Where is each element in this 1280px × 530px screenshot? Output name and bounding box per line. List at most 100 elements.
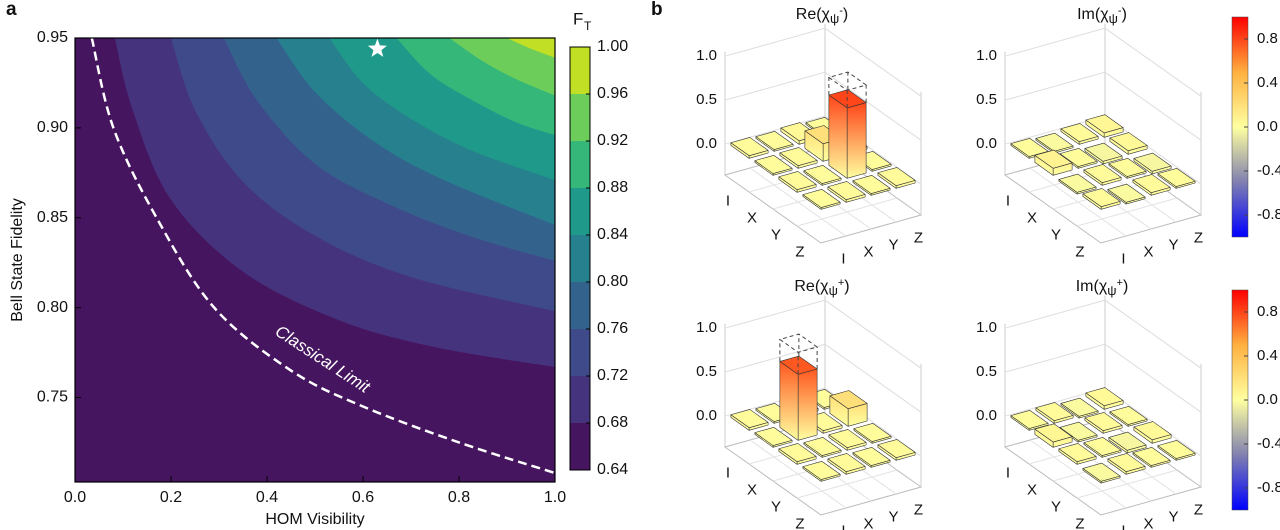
row-label: I <box>726 192 730 209</box>
x-tick-label: 0.4 <box>256 489 278 506</box>
bar-top <box>1010 410 1049 429</box>
bar-top <box>1082 188 1121 207</box>
colorbar-band <box>570 47 590 94</box>
bar-top <box>1084 142 1123 162</box>
bar <box>778 443 817 465</box>
colorbar-tick-label: 0.4 <box>1257 74 1278 91</box>
title-end: ) <box>1123 278 1128 295</box>
bar-top <box>730 137 769 156</box>
title-main: Im(χ <box>1077 6 1109 23</box>
col-label: Z <box>1194 229 1203 246</box>
bar <box>778 171 817 193</box>
bar <box>1107 453 1146 475</box>
bar <box>1133 152 1172 175</box>
bar-top <box>1060 123 1099 142</box>
floor-grid <box>796 469 898 499</box>
z-grid-line <box>724 115 922 185</box>
y-tick-label: 0.90 <box>37 119 68 136</box>
title-sub: ψ <box>1107 283 1116 298</box>
title-sup: + <box>1117 277 1123 289</box>
bar-top <box>852 447 891 466</box>
row-label: Y <box>1051 226 1061 243</box>
colorbar-band <box>570 188 590 235</box>
panel-label: b <box>651 0 663 20</box>
bar <box>1109 132 1148 155</box>
bar-top <box>852 175 891 194</box>
bar-top <box>730 409 769 428</box>
row-label: Z <box>795 243 804 260</box>
bar <box>877 439 916 461</box>
colorbar-tick-label: 0.88 <box>597 179 628 196</box>
colorbar-tick-label: 0.72 <box>597 367 628 384</box>
colorbar-label: F <box>573 9 583 28</box>
z-grid-line <box>724 387 922 457</box>
row-label: X <box>1027 209 1037 226</box>
bar-top <box>1133 421 1172 441</box>
row-label: Y <box>771 498 781 515</box>
col-label: Z <box>914 229 923 246</box>
bar <box>1060 123 1099 145</box>
title-main: Re(χ <box>794 278 829 295</box>
bar-top <box>1109 406 1148 425</box>
bar <box>779 147 818 169</box>
z-tick-label: 0.5 <box>696 91 717 108</box>
title-sub: ψ <box>1109 11 1118 26</box>
bar-top <box>1034 423 1073 443</box>
colorbar-tick-label: 0.80 <box>597 273 628 290</box>
z-grid-line <box>1004 343 1202 413</box>
bar <box>1108 158 1147 179</box>
subplot-title: Re(χψ-) <box>796 5 848 27</box>
y-tick-label: 0.95 <box>37 29 68 46</box>
floor-grid <box>1076 197 1178 227</box>
bar <box>1109 406 1148 427</box>
bar <box>1084 142 1123 165</box>
bar <box>1085 114 1124 138</box>
bar-top <box>853 423 892 442</box>
bar <box>1083 437 1122 458</box>
bar <box>802 461 841 482</box>
bar <box>1132 174 1171 196</box>
z-tick-label: 0.0 <box>976 135 997 152</box>
bar <box>803 165 842 186</box>
z-grid-line <box>724 27 922 97</box>
col-label: Z <box>914 501 923 518</box>
z-tick-label: 0.0 <box>696 135 717 152</box>
bar-top <box>1059 148 1098 167</box>
bar <box>1035 402 1074 424</box>
col-label: I <box>841 522 845 530</box>
bar <box>827 181 866 203</box>
bar <box>1085 387 1124 410</box>
bar <box>730 137 769 159</box>
bar <box>755 131 794 152</box>
col-label: I <box>1121 522 1125 530</box>
z-tick-label: 0.5 <box>976 363 997 380</box>
plot-frame <box>74 37 556 483</box>
colorbar-tick-label: 0.76 <box>597 320 628 337</box>
row-label: X <box>747 481 757 498</box>
colorbar-tick-label: 0.96 <box>597 85 628 102</box>
bar-front <box>779 361 799 441</box>
bar <box>1058 443 1097 465</box>
bar <box>802 189 841 210</box>
x-tick-label: 0.8 <box>448 489 470 506</box>
bar-top <box>778 171 817 190</box>
ideal-outline <box>827 71 868 108</box>
contour-region <box>507 38 555 58</box>
floor-grid <box>796 197 898 227</box>
bar-top <box>802 189 841 208</box>
title-sup: - <box>839 5 843 17</box>
colorbar-tick-label: -0.4 <box>1257 162 1280 179</box>
z-tick-label: 1.0 <box>976 47 997 64</box>
col-label: Y <box>1168 236 1178 253</box>
y-axis-label: Bell State Fidelity <box>9 198 26 322</box>
bar-top <box>1084 412 1123 431</box>
classical-limit-line <box>90 38 555 475</box>
z-tick-label: 1.0 <box>976 319 997 336</box>
colorbar-tick-label: 0.8 <box>1257 303 1278 320</box>
panel-label: a <box>6 0 17 20</box>
title-end: ) <box>1122 6 1127 23</box>
z-tick-label: 0.0 <box>976 407 997 424</box>
col-label: I <box>1121 250 1125 267</box>
col-label: X <box>863 515 873 530</box>
col-label: Y <box>888 508 898 525</box>
